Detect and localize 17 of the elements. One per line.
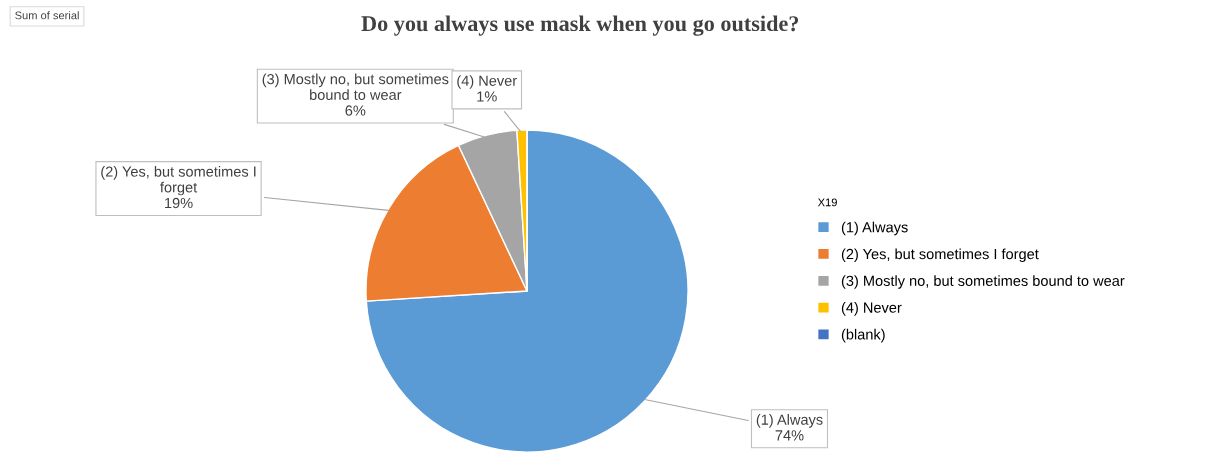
data-label: 74%	[775, 430, 804, 441]
slice-label: (4) Never	[457, 75, 517, 89]
slice-label: (1) Always	[756, 414, 823, 428]
legend-label: (blank)	[841, 328, 885, 343]
legend-label: (2) Yes, but sometimes I forget	[841, 248, 1039, 263]
data-label: 19%	[165, 197, 193, 209]
legend-label: (1) Always	[841, 221, 908, 236]
data-label: 1%	[477, 91, 497, 102]
legend-label: (4) Never	[841, 302, 902, 316]
slice-label: (3) Mostly no, but sometimes bound to wear	[262, 73, 449, 100]
data-label: 6%	[345, 105, 366, 116]
chart-title: Do you always use mask when you go outside?	[361, 15, 799, 36]
legend-title: X19	[817, 198, 837, 207]
slice-label: (2) Yes, but sometimes I forget	[101, 166, 256, 196]
pie-slice	[365, 129, 689, 453]
text: Sum of serial	[15, 11, 79, 20]
legend-label: (3) Mostly no, but sometimes bound to wear	[841, 275, 1125, 289]
